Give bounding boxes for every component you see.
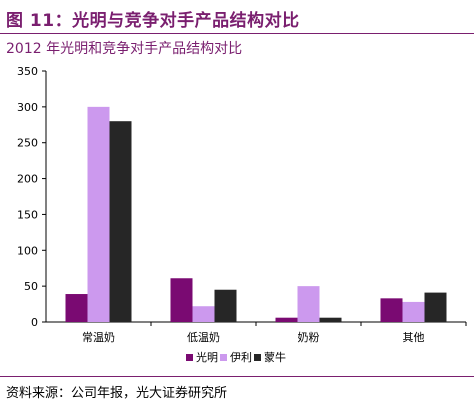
legend-label: 光明 bbox=[196, 350, 218, 364]
category-label: 其他 bbox=[403, 331, 425, 344]
bar-1-4 bbox=[380, 298, 403, 322]
category-label: 低温奶 bbox=[187, 330, 220, 344]
chart-subtitle: 2012 年光明和竞争对手产品结构对比 bbox=[6, 41, 243, 57]
legend-label: 伊利 bbox=[230, 351, 252, 364]
source-rule bbox=[0, 376, 474, 377]
category-label: 奶粉 bbox=[298, 330, 320, 344]
y-tick-label: 150 bbox=[17, 208, 38, 221]
bar-3-3 bbox=[319, 317, 342, 322]
bar-3-4 bbox=[424, 292, 447, 322]
legend-swatch bbox=[220, 354, 227, 361]
bar-2-2 bbox=[192, 306, 215, 322]
y-tick-label: 50 bbox=[24, 280, 38, 293]
y-tick-label: 250 bbox=[17, 137, 38, 150]
figure-title: 图 11：光明与竞争对手产品结构对比 bbox=[6, 11, 300, 31]
y-tick-label: 100 bbox=[17, 244, 38, 257]
bar-3-2 bbox=[214, 289, 237, 322]
bar-3-1 bbox=[109, 121, 132, 322]
legend-label: 蒙牛 bbox=[264, 350, 286, 364]
y-tick-label: 200 bbox=[17, 173, 38, 186]
bar-chart: 0 50 100 150 200 250 300 350 常温奶 低温奶 奶粉 其他 光明 伊利 蒙牛 bbox=[17, 65, 467, 364]
source-note: 资料来源：公司年报，光大证券研究所 bbox=[6, 386, 228, 401]
bar-2-1 bbox=[87, 106, 110, 322]
y-tick-label: 350 bbox=[17, 65, 38, 78]
bar-1-3 bbox=[275, 317, 298, 322]
legend-swatch bbox=[186, 354, 193, 361]
y-axis-ticks: 0 50 100 150 200 250 300 350 bbox=[17, 65, 46, 329]
y-tick-label: 0 bbox=[31, 316, 38, 329]
bar-1-2 bbox=[170, 278, 193, 322]
category-label: 常温奶 bbox=[82, 330, 115, 344]
bar-2-4 bbox=[402, 301, 425, 322]
y-tick-label: 300 bbox=[17, 101, 38, 114]
title-rule bbox=[0, 33, 474, 34]
bar-groups bbox=[65, 106, 447, 322]
legend-swatch bbox=[254, 354, 261, 361]
legend: 光明 伊利 蒙牛 bbox=[186, 350, 286, 364]
bar-2-3 bbox=[297, 286, 320, 322]
category-labels: 常温奶 低温奶 奶粉 其他 bbox=[82, 322, 467, 344]
bar-1-1 bbox=[65, 294, 88, 322]
